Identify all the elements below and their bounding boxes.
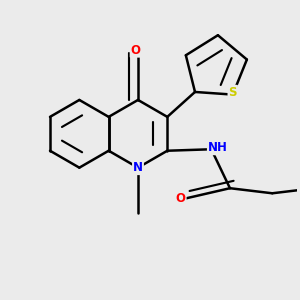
Text: N: N <box>133 161 143 174</box>
Text: O: O <box>176 192 186 205</box>
Text: O: O <box>130 44 141 57</box>
Text: S: S <box>229 86 237 99</box>
Text: NH: NH <box>208 141 228 154</box>
